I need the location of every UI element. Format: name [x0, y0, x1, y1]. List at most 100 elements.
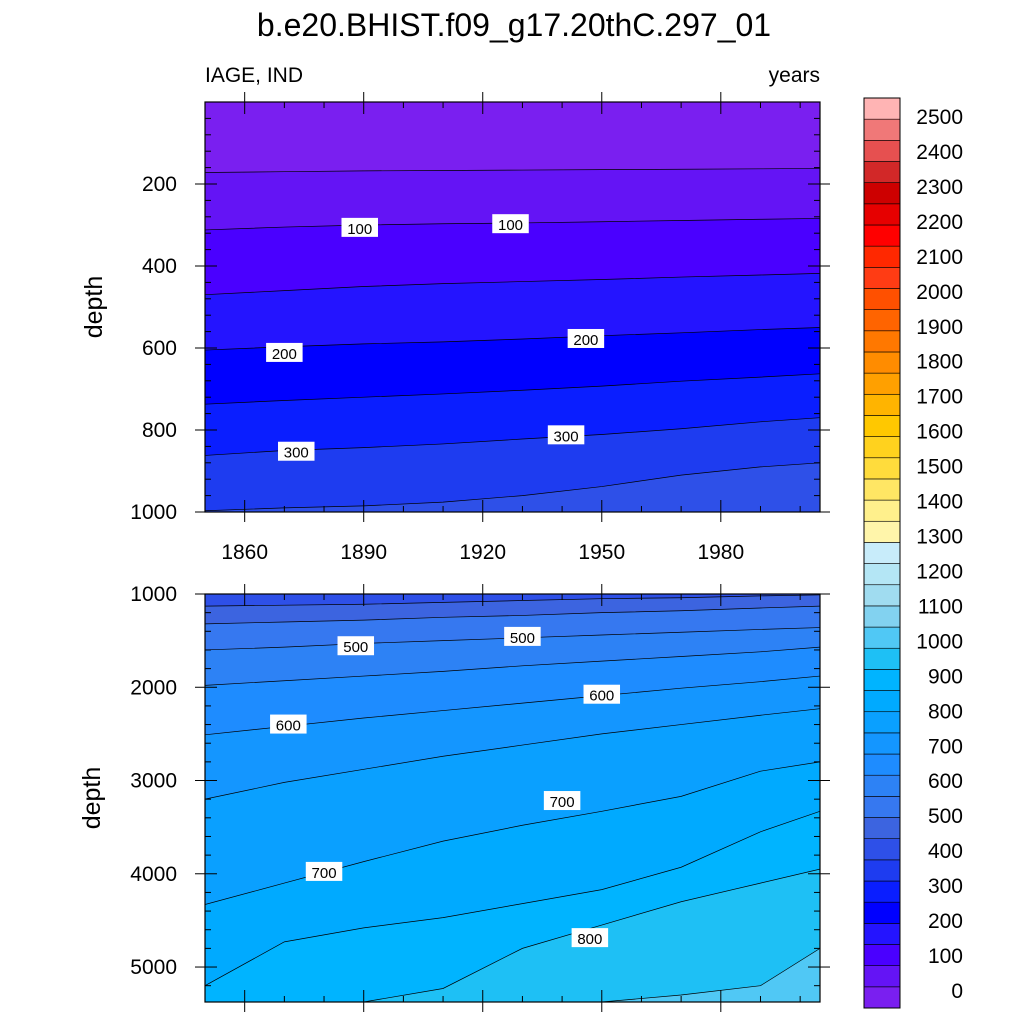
contour-label-box — [547, 425, 585, 445]
contour-label-box — [583, 684, 621, 704]
colorbar-box — [863, 838, 901, 861]
contour-label-text: 600 — [589, 688, 614, 705]
colorbar-box — [863, 182, 901, 205]
colorbar-box — [863, 711, 901, 734]
colorbar-label: 1300 — [916, 526, 963, 549]
contour-line-550 — [205, 646, 820, 686]
colorbar-box — [863, 647, 901, 670]
panel-top-ylabel: depth — [80, 276, 108, 339]
contour-label-box — [270, 714, 307, 734]
colorbar-box — [863, 478, 901, 501]
colorbar-box — [863, 499, 901, 522]
y-tick-label: 5000 — [130, 956, 177, 979]
colorbar-box — [863, 393, 901, 416]
contour-label-text: 500 — [510, 630, 535, 647]
colorbar-box — [863, 584, 901, 607]
colorbar-box — [863, 774, 901, 797]
colorbar-label: 600 — [928, 770, 963, 793]
left-string: IAGE, IND — [205, 64, 303, 87]
colorbar-label: 2000 — [916, 281, 963, 304]
contour-label-box — [504, 626, 541, 646]
contour-label-text: 200 — [272, 346, 297, 363]
x-tick-label: 1950 — [578, 541, 625, 564]
contour-label-text: 100 — [347, 221, 372, 238]
colorbar-box — [863, 203, 901, 226]
colorbar-box — [863, 986, 901, 1009]
colorbar-frame — [863, 97, 901, 1009]
colorbar-box — [863, 161, 901, 183]
x-tick-label: 1860 — [221, 541, 268, 564]
colorbar-box — [863, 626, 901, 649]
contour-label-text: 800 — [577, 931, 602, 948]
colorbar-box — [863, 542, 901, 564]
colorbar: 0 100 200 300 400 500 600 700 800 900 1000 1100 1200… — [863, 97, 963, 1009]
contour-line-400 — [205, 594, 820, 607]
colorbar-box — [863, 97, 901, 120]
colorbar-box — [863, 415, 901, 437]
contour-label-text: 200 — [573, 332, 598, 349]
x-tick-label: 1890 — [340, 541, 387, 564]
panel-bottom-ylabel: depth — [78, 767, 106, 830]
colorbar-label: 900 — [928, 665, 963, 688]
colorbar-box — [863, 605, 901, 628]
colorbar-box — [863, 796, 901, 818]
contour-label-text: 600 — [276, 718, 301, 735]
x-tick-label: 1980 — [697, 541, 744, 564]
colorbar-box — [863, 372, 901, 395]
contour-label-text: 100 — [498, 217, 523, 234]
panel-bottom-band-800 — [205, 869, 820, 1002]
y-tick-label: 1000 — [130, 583, 177, 606]
contour-label: 700 — [305, 861, 343, 882]
colorbar-box — [863, 520, 901, 543]
right-string: years — [769, 64, 820, 87]
colorbar-label: 2400 — [916, 141, 963, 164]
colorbar-box — [863, 901, 901, 924]
colorbar-label: 200 — [928, 910, 963, 933]
contour-line-450 — [205, 605, 820, 625]
colorbar-label: 300 — [928, 875, 963, 898]
contour-line-250 — [205, 373, 820, 405]
colorbar-box — [863, 923, 901, 945]
contour-label: 100 — [341, 217, 378, 238]
panel-bottom: 500 500 600 600 700 700 800 1000 2000 3000 4000 50… — [78, 583, 830, 1012]
colorbar-box — [863, 224, 901, 247]
y-tick-label: 2000 — [130, 676, 177, 699]
contour-line-800 — [205, 868, 820, 1002]
contour-line-650 — [205, 708, 820, 800]
contour-label: 500 — [504, 626, 541, 647]
colorbar-box — [863, 859, 901, 882]
colorbar-box — [863, 753, 901, 776]
colorbar-label: 1500 — [916, 456, 963, 479]
colorbar-box — [863, 309, 901, 332]
colorbar-label: 400 — [928, 840, 963, 863]
panel-top-contour-labels: 100 100 200 200 300 300 — [266, 214, 605, 462]
contour-label: 300 — [278, 441, 315, 462]
contour-label-text: 700 — [312, 865, 337, 882]
contour-label: 600 — [583, 684, 621, 705]
contour-label: 300 — [547, 425, 585, 445]
colorbar-box — [863, 288, 901, 310]
panel-bottom-band-850 — [205, 948, 820, 1002]
contour-label-box — [492, 214, 529, 234]
colorbar-label: 700 — [928, 735, 963, 758]
y-tick-label: 800 — [142, 419, 177, 442]
colorbar-box — [863, 944, 901, 966]
contour-label: 800 — [571, 928, 609, 948]
panel-bottom-x-axis — [204, 584, 801, 1012]
colorbar-label: 1700 — [916, 386, 963, 409]
y-tick-label: 3000 — [130, 770, 177, 793]
contour-label-text: 500 — [343, 639, 368, 656]
y-tick-label: 200 — [142, 173, 177, 196]
colorbar-box — [863, 436, 901, 459]
contour-line-50 — [205, 168, 820, 173]
colorbar-label: 0 — [951, 980, 963, 1003]
colorbar-label: 2200 — [916, 211, 963, 234]
contour-label-box — [305, 861, 343, 881]
contour-label: 700 — [543, 791, 581, 811]
y-tick-label: 400 — [142, 255, 177, 278]
contour-line-850 — [205, 948, 820, 1002]
colorbar-label: 1800 — [916, 351, 963, 374]
y-tick-label: 4000 — [130, 863, 177, 886]
contour-label: 500 — [337, 636, 375, 656]
contour-label: 200 — [567, 328, 605, 349]
